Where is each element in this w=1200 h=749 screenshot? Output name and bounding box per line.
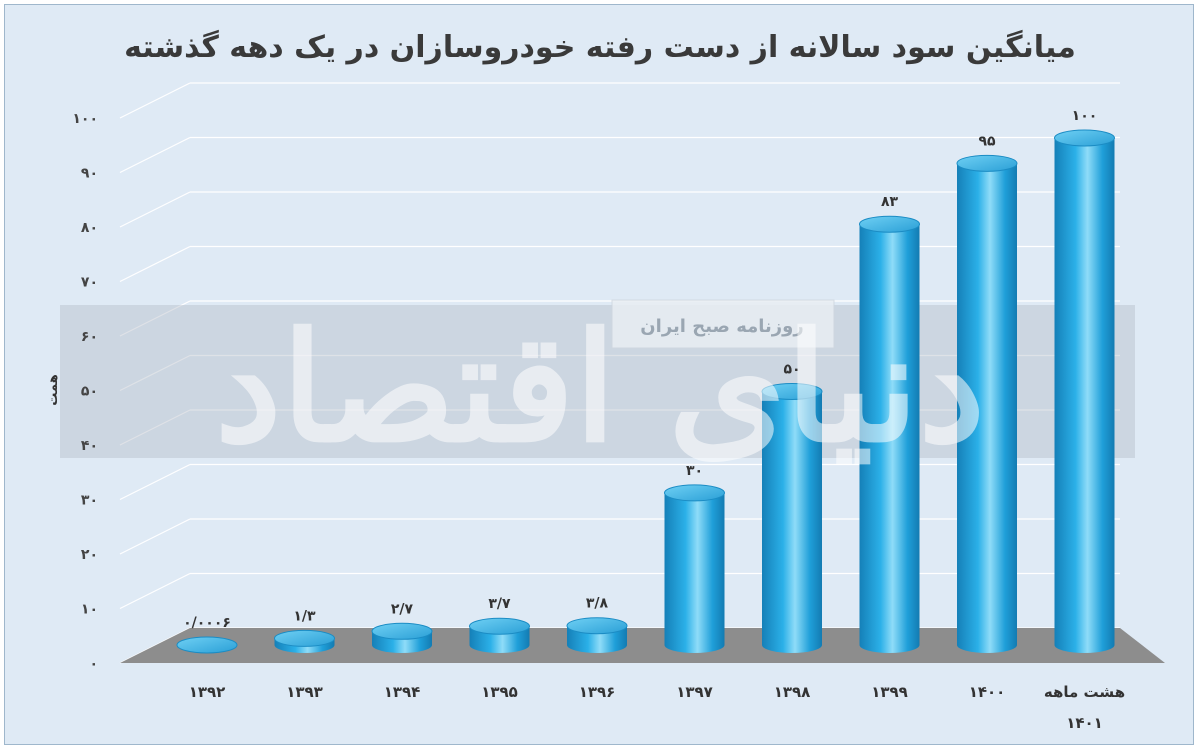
grid-line-diag: [119, 136, 191, 174]
value-label: ۲/۷: [391, 601, 414, 617]
value-labels: ۰/۰۰۰۶ ۱/۳ ۲/۷ ۳/۷ ۳/۸ ۳۰ ۵۰ ۸۳ ۹۵ ۱۰۰: [183, 108, 1097, 631]
category-labels: ۱۳۹۲ ۱۳۹۳ ۱۳۹۴ ۱۳۹۵ ۱۳۹۶ ۱۳۹۷ ۱۳۹۸ ۱۳۹۹ ۱۴۰۰ هشت …: [189, 683, 1125, 732]
category-label: ۱۳۹۶: [579, 683, 616, 701]
bar-top: [469, 617, 530, 635]
y-tick-label: ۶۰: [81, 329, 98, 345]
category-label: هشت ماهه: [1044, 683, 1125, 701]
bar-body: [1054, 138, 1115, 653]
y-tick-label: ۳۰: [81, 493, 98, 509]
grid-line-diag: [119, 518, 191, 555]
y-tick-label: ۱۰۰: [72, 111, 98, 127]
grid-line-diag: [119, 409, 191, 446]
value-label: ۸۳: [881, 194, 899, 210]
bar-body: [957, 163, 1017, 653]
value-label: ۱/۳: [293, 608, 316, 624]
y-tick-label: ۴۰: [81, 438, 98, 454]
chart-title: میانگین سود سالانه از دست رفته خودروسازا…: [124, 30, 1076, 65]
watermark-band-rect: [60, 305, 1135, 458]
bars: [176, 129, 1115, 654]
y-tick-label: ۹۰: [81, 166, 98, 182]
category-label: ۱۴۰۰: [969, 683, 1006, 701]
y-tick-label: ۸۰: [81, 220, 98, 236]
category-label: ۱۳۹۴: [384, 683, 421, 701]
value-label: ۳/۷: [488, 596, 511, 612]
category-label: ۱۳۹۸: [774, 683, 811, 701]
bar-body: [859, 224, 920, 653]
grid-line-diag: [119, 82, 191, 119]
y-tick-label: ۰: [89, 656, 98, 672]
bar-top: [566, 617, 628, 635]
bar-top: [761, 383, 823, 400]
category-label-line2: ۱۴۰۱: [1066, 714, 1103, 732]
bar-top: [371, 622, 433, 640]
watermark-band: روزنامه صبح ایران: [60, 299, 1135, 458]
value-label: ۹۵: [978, 133, 996, 149]
y-tick-label: ۱۰: [81, 602, 98, 618]
y-tick-label: ۵۰: [81, 384, 98, 400]
category-label: ۱۳۹۷: [676, 683, 713, 701]
bar-body: [762, 391, 822, 653]
bar-top: [1054, 129, 1115, 147]
category-label: ۱۳۹۹: [871, 683, 908, 701]
grid-line-diag: [119, 354, 191, 392]
y-tick-label: ۲۰: [81, 547, 98, 563]
bar-body: [664, 492, 725, 653]
value-label: ۱۰۰: [1072, 108, 1098, 124]
grid-line-diag: [119, 191, 191, 228]
y-tick-labels: ۰ ۱۰ ۲۰ ۳۰ ۴۰ ۵۰ ۶۰ ۷۰ ۸۰ ۹۰ ۱۰۰: [72, 111, 98, 672]
grid-line-diag: [119, 572, 191, 610]
grid-line-diag: [119, 245, 191, 283]
y-tick-label: ۷۰: [81, 275, 98, 291]
bar-top: [956, 154, 1018, 172]
watermark-band-text: روزنامه صبح ایران: [640, 316, 803, 337]
watermark-logo: دنیای اقتصاد: [215, 300, 985, 476]
bar-top: [859, 215, 920, 233]
bar-top: [664, 484, 725, 502]
bar-top: [176, 636, 238, 654]
bar-top: [274, 629, 335, 647]
category-label: ۱۳۹۵: [481, 683, 518, 701]
value-label: ۳۰: [686, 463, 703, 479]
value-label: ۰/۰۰۰۶: [183, 615, 231, 631]
category-label: ۱۳۹۲: [189, 683, 226, 701]
grid-line-diag: [119, 300, 191, 337]
grid-line-diag: [119, 463, 191, 501]
watermark-label-box: [611, 299, 835, 349]
category-label: ۱۳۹۳: [286, 683, 323, 701]
value-label: ۳/۸: [586, 596, 609, 612]
value-label: ۵۰: [783, 362, 800, 378]
y-axis-label: همت: [46, 374, 61, 406]
